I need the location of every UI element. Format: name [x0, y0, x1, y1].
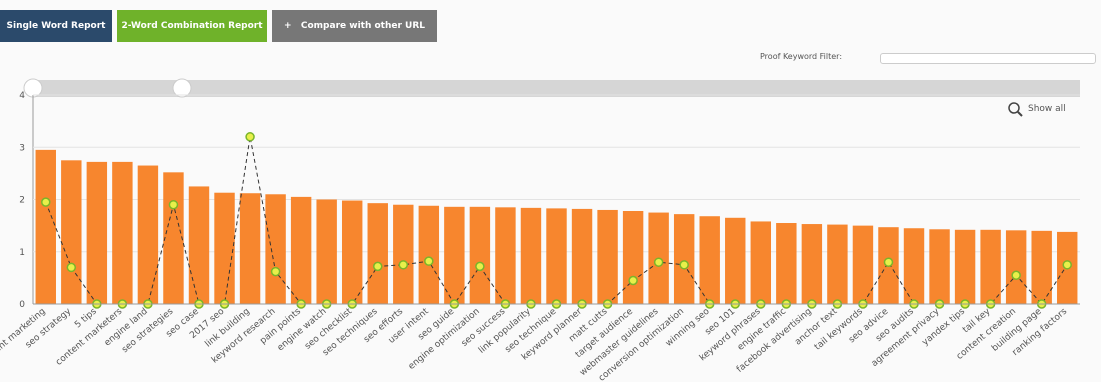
point [398, 260, 409, 270]
bar [827, 224, 848, 304]
y-tick-label: 2 [19, 196, 25, 206]
bar [444, 206, 465, 304]
button[interactable]: 2-Word Combination Report [117, 10, 267, 42]
point [883, 257, 894, 267]
point [66, 262, 77, 273]
bar [112, 161, 133, 304]
point [424, 256, 434, 266]
point [628, 275, 638, 286]
bar [214, 192, 235, 304]
bar [852, 225, 874, 304]
bar [622, 210, 644, 304]
bar [393, 204, 414, 304]
show-all[interactable]: Show all [1028, 104, 1066, 114]
bar [699, 216, 720, 304]
zoom-icon [1017, 111, 1023, 117]
bar [571, 208, 593, 304]
bar [725, 217, 746, 304]
bar [469, 206, 491, 304]
range-slider[interactable] [30, 80, 1080, 97]
slider-handle[interactable] [172, 78, 192, 98]
point [1062, 260, 1072, 270]
bar [316, 199, 337, 304]
bar [801, 224, 823, 304]
y-tick-label: 1 [19, 248, 25, 258]
bar [750, 221, 772, 304]
bar [495, 207, 516, 304]
bar [163, 172, 184, 304]
bar [597, 209, 618, 304]
bar [673, 214, 695, 304]
bar [35, 149, 56, 304]
bar [954, 229, 976, 304]
bar [418, 205, 440, 304]
bar [1031, 230, 1052, 304]
bar [137, 165, 159, 304]
point [270, 266, 281, 277]
point [475, 261, 485, 272]
bar [367, 203, 388, 304]
point [372, 261, 383, 272]
point [245, 132, 255, 142]
point [1011, 270, 1021, 281]
bar [903, 228, 925, 304]
point [679, 260, 689, 270]
bar [86, 161, 108, 304]
zoom-icon[interactable] [1008, 102, 1020, 114]
bar [341, 200, 363, 304]
button[interactable]: Single Word Report [0, 10, 112, 42]
bar [546, 208, 567, 304]
point [168, 199, 179, 210]
bar [980, 229, 1001, 304]
button-label: Compare with other URL [300, 21, 426, 31]
y-tick-label: 4 [19, 91, 25, 101]
bar [520, 207, 542, 304]
y-tick-label: 3 [19, 143, 25, 153]
bar [188, 186, 210, 304]
bar [1005, 230, 1027, 304]
slider-handle[interactable] [23, 78, 43, 98]
bar [776, 223, 797, 304]
button[interactable]: + Compare with other URL [272, 10, 437, 42]
point [653, 257, 664, 267]
x-tick-label: seo strategy [24, 306, 74, 350]
bar [265, 194, 286, 304]
bar [929, 229, 950, 304]
y-tick-label: 0 [19, 300, 25, 310]
point [41, 197, 51, 207]
plus-icon: + [283, 21, 301, 31]
bar [239, 193, 261, 304]
filter-label: Proof Keyword Filter: [760, 52, 843, 61]
filter-input[interactable] [880, 53, 1096, 64]
bar [61, 160, 82, 304]
bar [290, 196, 312, 304]
